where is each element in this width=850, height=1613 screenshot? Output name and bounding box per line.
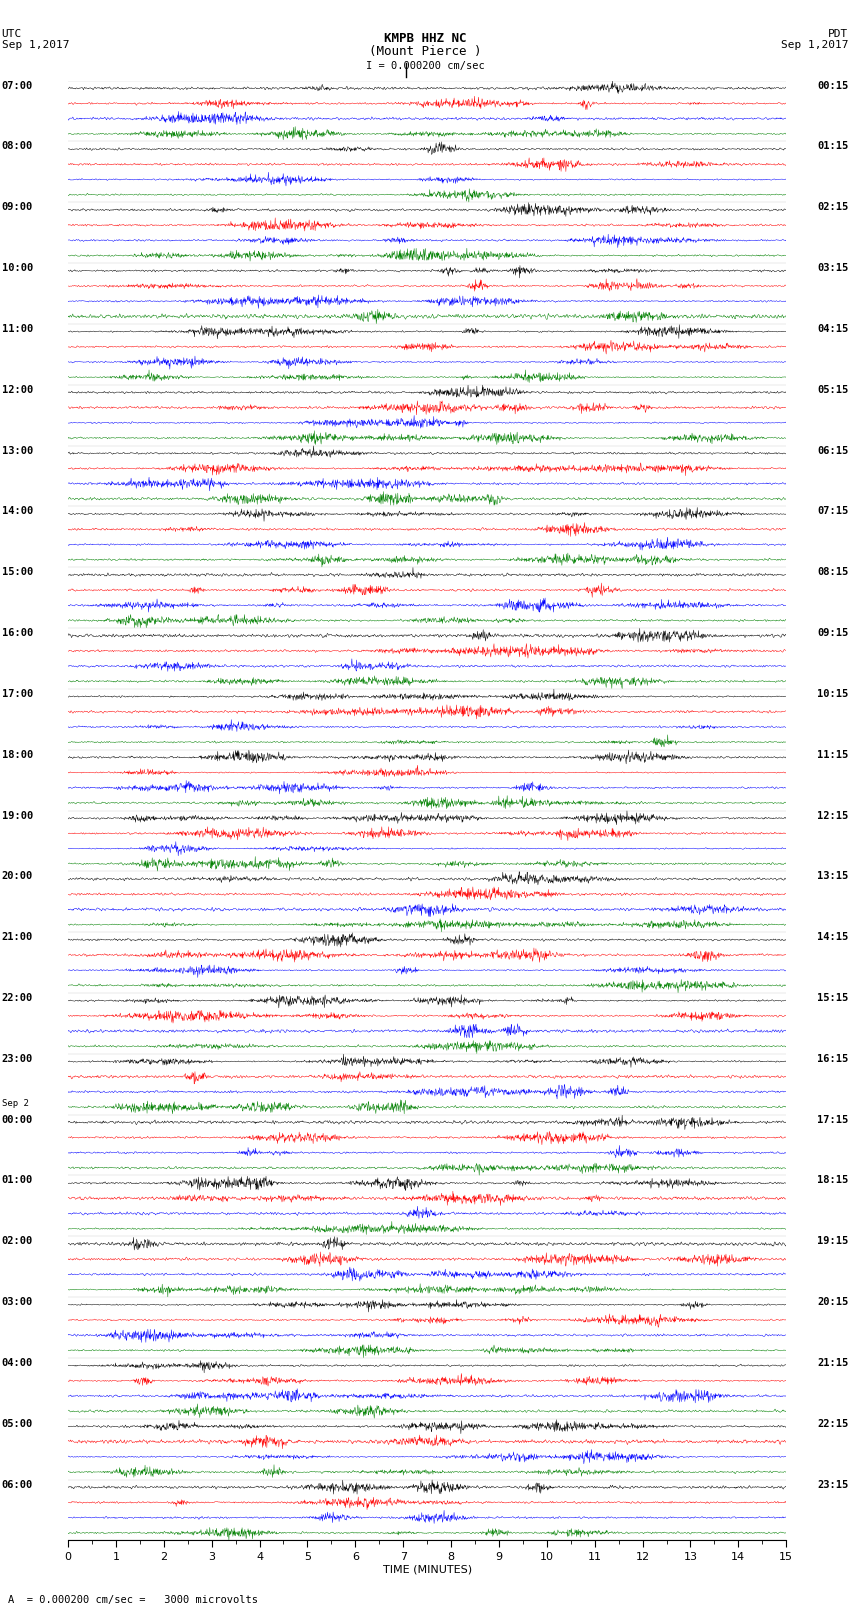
Text: Sep 1,2017: Sep 1,2017 — [781, 40, 848, 50]
X-axis label: TIME (MINUTES): TIME (MINUTES) — [382, 1565, 472, 1574]
Text: I = 0.000200 cm/sec: I = 0.000200 cm/sec — [366, 61, 484, 71]
Text: 08:15: 08:15 — [817, 568, 848, 577]
Text: 17:15: 17:15 — [817, 1115, 848, 1124]
Text: 11:15: 11:15 — [817, 750, 848, 760]
Text: 21:00: 21:00 — [2, 932, 33, 942]
Text: 04:00: 04:00 — [2, 1358, 33, 1368]
Text: 18:00: 18:00 — [2, 750, 33, 760]
Text: 09:00: 09:00 — [2, 202, 33, 213]
Text: 03:15: 03:15 — [817, 263, 848, 273]
Text: A  = 0.000200 cm/sec =   3000 microvolts: A = 0.000200 cm/sec = 3000 microvolts — [8, 1595, 258, 1605]
Text: 21:15: 21:15 — [817, 1358, 848, 1368]
Text: 22:15: 22:15 — [817, 1419, 848, 1429]
Text: 04:15: 04:15 — [817, 324, 848, 334]
Text: 15:00: 15:00 — [2, 568, 33, 577]
Text: UTC: UTC — [2, 29, 22, 39]
Text: 00:00: 00:00 — [2, 1115, 33, 1124]
Text: (Mount Pierce ): (Mount Pierce ) — [369, 45, 481, 58]
Text: 02:00: 02:00 — [2, 1236, 33, 1247]
Text: 09:15: 09:15 — [817, 627, 848, 639]
Text: 10:00: 10:00 — [2, 263, 33, 273]
Text: 14:15: 14:15 — [817, 932, 848, 942]
Text: 07:15: 07:15 — [817, 506, 848, 516]
Text: 16:15: 16:15 — [817, 1053, 848, 1065]
Text: 20:00: 20:00 — [2, 871, 33, 881]
Text: 03:00: 03:00 — [2, 1297, 33, 1307]
Text: 20:15: 20:15 — [817, 1297, 848, 1307]
Text: 16:00: 16:00 — [2, 627, 33, 639]
Text: PDT: PDT — [828, 29, 848, 39]
Text: 17:00: 17:00 — [2, 689, 33, 698]
Text: 14:00: 14:00 — [2, 506, 33, 516]
Text: 02:15: 02:15 — [817, 202, 848, 213]
Text: 10:15: 10:15 — [817, 689, 848, 698]
Text: KMPB HHZ NC: KMPB HHZ NC — [383, 32, 467, 45]
Text: 01:15: 01:15 — [817, 142, 848, 152]
Text: 22:00: 22:00 — [2, 994, 33, 1003]
Text: 18:15: 18:15 — [817, 1176, 848, 1186]
Text: 12:00: 12:00 — [2, 386, 33, 395]
Text: 01:00: 01:00 — [2, 1176, 33, 1186]
Text: 11:00: 11:00 — [2, 324, 33, 334]
Text: Sep 1,2017: Sep 1,2017 — [2, 40, 69, 50]
Text: 19:00: 19:00 — [2, 811, 33, 821]
Text: 12:15: 12:15 — [817, 811, 848, 821]
Text: 05:00: 05:00 — [2, 1419, 33, 1429]
Text: 19:15: 19:15 — [817, 1236, 848, 1247]
Text: 06:00: 06:00 — [2, 1479, 33, 1489]
Text: 13:00: 13:00 — [2, 445, 33, 455]
Text: 05:15: 05:15 — [817, 386, 848, 395]
Text: 23:00: 23:00 — [2, 1053, 33, 1065]
Text: 08:00: 08:00 — [2, 142, 33, 152]
Text: 06:15: 06:15 — [817, 445, 848, 455]
Text: 00:15: 00:15 — [817, 81, 848, 90]
Text: 15:15: 15:15 — [817, 994, 848, 1003]
Text: 07:00: 07:00 — [2, 81, 33, 90]
Text: Sep 2: Sep 2 — [2, 1098, 29, 1108]
Text: 23:15: 23:15 — [817, 1479, 848, 1489]
Text: 13:15: 13:15 — [817, 871, 848, 881]
